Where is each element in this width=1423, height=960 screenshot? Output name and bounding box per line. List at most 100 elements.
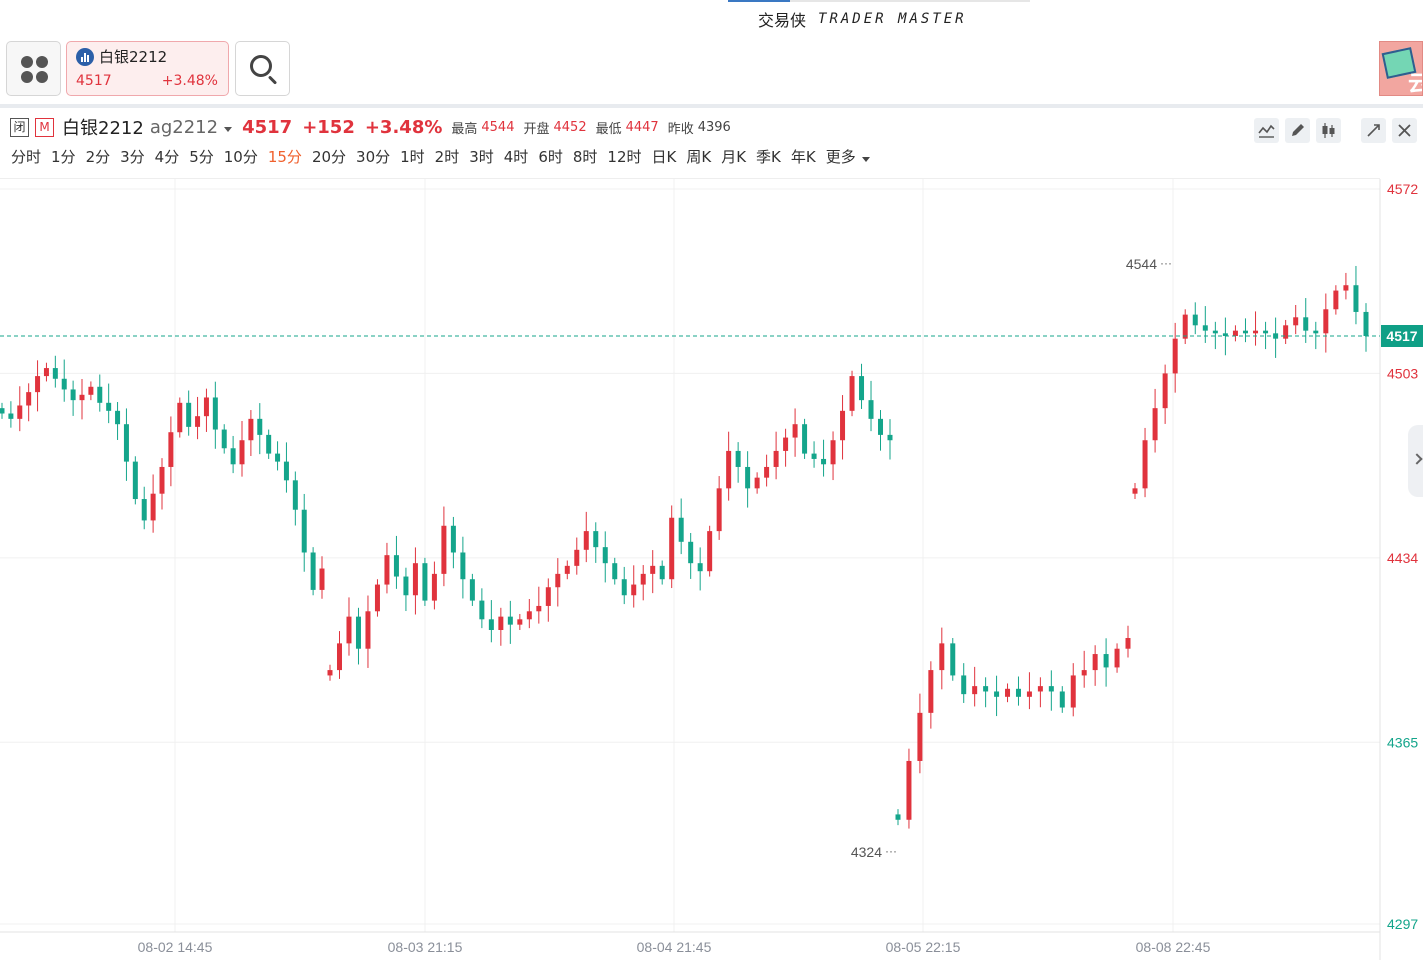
- candle-body: [830, 440, 836, 465]
- candle-body: [726, 450, 732, 489]
- candle-body: [950, 643, 956, 676]
- period-tab[interactable]: 5分: [189, 148, 214, 166]
- pen-icon[interactable]: [1285, 118, 1310, 143]
- candle-body: [412, 563, 418, 596]
- period-tab[interactable]: 季K: [756, 148, 781, 166]
- candle-body: [168, 432, 174, 467]
- symbol-tab-price: 4517: [76, 73, 112, 89]
- candle-body: [79, 394, 85, 401]
- period-more-dropdown[interactable]: 更多: [826, 146, 870, 170]
- candle-body: [1192, 314, 1198, 326]
- period-tab[interactable]: 日K: [651, 148, 677, 166]
- candle-body: [88, 386, 94, 395]
- chart-top-border: [0, 178, 1380, 179]
- candle-body: [1232, 330, 1238, 336]
- period-tab[interactable]: 分时: [11, 148, 42, 166]
- candle-body: [840, 410, 846, 441]
- quote-code[interactable]: ag2212: [149, 116, 219, 138]
- period-tab[interactable]: 30分: [356, 148, 391, 166]
- period-tab[interactable]: 2时: [434, 148, 460, 166]
- apps-grid-icon: [21, 56, 48, 83]
- candlestick-chart[interactable]: 08-02 14:45 08-03 21:15 08-04 21:45 08-05 2…: [0, 179, 1423, 960]
- search-icon: [250, 55, 272, 77]
- period-tab[interactable]: 4时: [503, 148, 529, 166]
- candle-body: [460, 552, 466, 580]
- candle-body: [115, 410, 121, 425]
- low-value: 4447: [625, 119, 659, 135]
- candle-body: [745, 466, 751, 489]
- candle-body: [177, 402, 183, 433]
- search-icon-handle: [267, 75, 278, 85]
- candle-body: [961, 675, 967, 695]
- candle-body: [266, 434, 272, 454]
- candle-body: [384, 555, 390, 585]
- period-tab[interactable]: 月K: [721, 148, 747, 166]
- candle-body: [1005, 688, 1011, 697]
- y-tick-label: 4503: [1387, 365, 1418, 381]
- x-tick-label: 08-03 21:15: [388, 939, 463, 955]
- avatar-glyph: 云: [1408, 66, 1422, 95]
- chart-toolbar: [1254, 118, 1417, 143]
- quote-price: 4517: [242, 116, 293, 138]
- search-button[interactable]: [235, 41, 290, 96]
- chevron-right-icon: [1411, 453, 1423, 465]
- side-panel-toggle[interactable]: [1408, 425, 1423, 497]
- period-tab[interactable]: 8时: [572, 148, 598, 166]
- candle-body: [8, 413, 14, 419]
- period-tab[interactable]: 年K: [790, 148, 816, 166]
- candle-body: [650, 565, 656, 574]
- quote-change-pct: +3.48%: [364, 116, 443, 138]
- candle-body: [132, 461, 138, 500]
- period-tab[interactable]: 6时: [538, 148, 563, 166]
- avatar[interactable]: 云: [1379, 41, 1423, 96]
- period-tab[interactable]: 12时: [607, 148, 642, 166]
- expand-icon[interactable]: [1361, 118, 1386, 143]
- candle-body: [1313, 330, 1319, 334]
- candle-body: [972, 686, 978, 695]
- candle-body: [310, 552, 316, 590]
- period-tab[interactable]: 10分: [223, 148, 258, 166]
- quote-header: 闭 M 白银2212 ag2212 4517 +152 +3.48% 最高 45…: [10, 115, 731, 139]
- period-tab[interactable]: 周K: [686, 148, 712, 166]
- candle-body: [640, 573, 646, 585]
- candle-body: [1283, 325, 1289, 339]
- candle-body: [1114, 648, 1120, 668]
- close-icon[interactable]: [1392, 118, 1417, 143]
- candle-body: [17, 405, 23, 419]
- brand-title: 交易侠 TRADER MASTER: [758, 8, 967, 30]
- line-chart-icon[interactable]: [1254, 118, 1279, 143]
- period-tab[interactable]: 3时: [469, 148, 494, 166]
- symbol-tab[interactable]: 白银2212 4517 +3.48%: [66, 41, 229, 96]
- candle-body: [1182, 314, 1188, 339]
- candle-body: [61, 378, 67, 390]
- candle-body: [983, 686, 989, 692]
- candle-body: [1323, 309, 1329, 334]
- period-tab[interactable]: 15分: [267, 148, 302, 166]
- period-tab[interactable]: 1分: [51, 148, 76, 166]
- chevron-down-icon: [861, 157, 870, 162]
- candle-body: [1242, 330, 1248, 334]
- candle-body: [1162, 373, 1168, 409]
- candle-body: [612, 563, 618, 580]
- candle-body: [659, 565, 665, 580]
- period-tab[interactable]: 20分: [311, 148, 347, 166]
- period-tab[interactable]: 3分: [120, 148, 145, 166]
- period-tab[interactable]: 2分: [85, 148, 111, 166]
- high-marker-label: 4544: [1126, 256, 1157, 272]
- candle-body: [783, 437, 789, 451]
- period-tab[interactable]: 4分: [154, 148, 180, 166]
- high-value: 4544: [481, 119, 515, 135]
- candle-icon[interactable]: [1316, 118, 1341, 143]
- candle-body: [1263, 330, 1269, 334]
- period-tab[interactable]: 1时: [400, 148, 425, 166]
- candle-body: [469, 579, 475, 601]
- y-tick-label: 4434: [1387, 550, 1418, 566]
- candle-body: [1353, 285, 1359, 312]
- menu-button[interactable]: [6, 41, 61, 96]
- chevron-down-icon[interactable]: [224, 126, 233, 132]
- quote-name[interactable]: 白银2212: [62, 118, 144, 139]
- x-tick-label: 08-04 21:45: [637, 939, 712, 955]
- candle-body: [346, 616, 352, 644]
- period-tabs: 分时 1分 2分 3分 4分 5分 10分 15分 20分 30分 1时 2时 3时 4时 6时 8时 12时日…: [11, 146, 880, 170]
- candle-body: [939, 643, 945, 671]
